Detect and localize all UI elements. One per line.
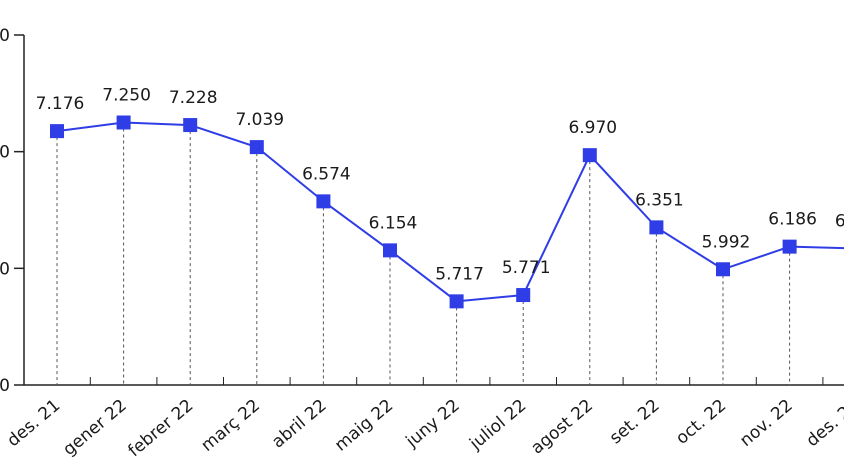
x-tick-label: des. 21 [3,396,64,452]
value-label: 6.574 [302,164,351,184]
value-label: 7.176 [36,94,85,114]
point-marker [782,239,797,254]
x-tick-label: des. 22 [803,396,844,452]
x-tick-label: nov. 22 [736,396,797,451]
value-label: 6.351 [635,190,684,210]
point-marker [316,194,331,209]
x-tick-label: maig 22 [331,396,397,456]
point-marker [249,140,264,155]
x-tick-label: gener 22 [59,396,130,461]
point-marker [183,118,198,133]
point-marker [383,243,397,258]
value-label: 6.154 [369,213,418,233]
x-tick-label: febrer 22 [125,396,198,462]
value-label: 5.992 [702,232,751,252]
y-tick-label: 7.000 [0,143,10,163]
x-tick-label: oct. 22 [672,396,730,449]
value-label: 7.228 [169,88,218,108]
y-tick-label: 6.000 [0,259,10,279]
point-marker [716,262,730,277]
x-tick-label: juliol 22 [465,396,530,455]
point-marker [449,294,464,309]
x-tick-label: març 22 [198,396,264,456]
y-tick-label: 8.000 [0,26,10,46]
x-tick-label: agost 22 [527,396,597,459]
point-marker [582,148,597,163]
point-marker [116,115,131,130]
value-label: 6.186 [768,210,817,230]
point-marker [516,288,531,303]
value-label: 7.250 [102,86,151,106]
x-tick-label: set. 22 [606,396,664,449]
value-label: 6.170 [835,212,844,232]
point-marker [649,220,664,235]
value-label: 6.970 [568,118,617,138]
point-marker [50,124,64,139]
y-tick-label: 5.000 [0,376,10,396]
value-label: 5.771 [502,258,551,278]
x-tick-label: juny 22 [402,396,464,453]
value-label: 5.717 [435,264,484,284]
value-label: 7.039 [235,110,284,130]
x-tick-label: abril 22 [268,396,330,453]
